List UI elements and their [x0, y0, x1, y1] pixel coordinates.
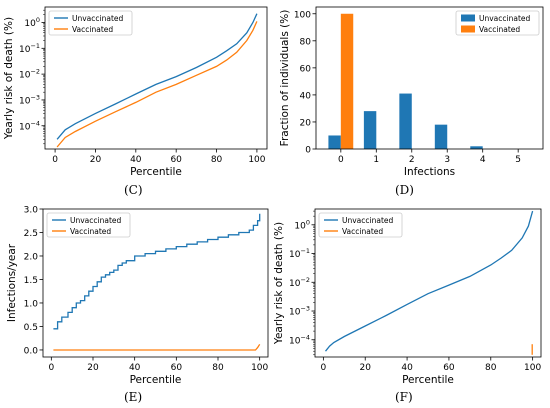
y-tick-label: 10−1 — [19, 42, 40, 55]
x-tick-label: 100 — [248, 155, 265, 165]
legend-label: Unvaccinated — [342, 216, 394, 225]
y-tick-label: 1.0 — [24, 299, 39, 309]
y-tick-label: 10−2 — [19, 68, 40, 81]
legend-d: Unvaccinated Vaccinated — [455, 10, 540, 36]
y-tick-label: 10−4 — [289, 333, 310, 346]
legend-label: Unvaccinated — [72, 14, 124, 23]
legend-label: Unvaccinated — [479, 14, 531, 23]
x-tick-label: 100 — [251, 363, 268, 373]
chart-f: 0 20 40 60 80 100 100 10−1 10−2 10−3 10−4 Unvaccina… — [273, 208, 542, 386]
x-tick-label: 0 — [338, 155, 344, 165]
panel-caption-e: (E) — [124, 390, 143, 404]
x-tick-label: 100 — [524, 363, 541, 373]
y-tick-label: 60 — [300, 64, 312, 74]
x-tick-label: 3 — [444, 155, 450, 165]
plot-frame-f — [314, 208, 542, 358]
legend-label: Vaccinated — [70, 227, 111, 236]
x-tick-label: 60 — [171, 363, 183, 373]
chart-d: 0 1 2 3 4 5 0 20 40 60 80 100 Unvaccinated Vaccinated… — [279, 6, 544, 178]
x-tick-label: 80 — [212, 363, 224, 373]
x-tick-label: 20 — [90, 155, 102, 165]
legend-f: Unvaccinated Vaccinated — [318, 212, 403, 238]
x-tick-label: 20 — [359, 363, 371, 373]
legend-box — [46, 212, 131, 238]
x-tick-label: 80 — [485, 363, 497, 373]
y-tick-label: 80 — [300, 37, 312, 47]
x-tick-label: 0 — [52, 155, 58, 165]
y-tick-label: 40 — [300, 91, 312, 101]
y-tick-label: 100 — [294, 218, 310, 231]
y-tick-label: 100 — [294, 10, 311, 20]
x-tick-label: 60 — [170, 155, 182, 165]
y-tick-label: 20 — [300, 118, 312, 128]
x-tick-label: 1 — [373, 155, 379, 165]
series-line-vaccinated-c — [56, 21, 258, 148]
x-tick-label: 20 — [87, 363, 99, 373]
y-tick-label: 0.5 — [24, 323, 38, 333]
chart-e: 0 20 40 60 80 100 0.0 0.5 1.0 1.5 2.0 2.5 3.0 Unvacci… — [6, 206, 269, 387]
panel-caption-f: (F) — [395, 390, 413, 404]
legend-label: Vaccinated — [342, 227, 383, 236]
plot-frame-d — [315, 6, 544, 150]
y-tick-label: 10−1 — [289, 247, 310, 260]
x-tick-label: 2 — [409, 155, 415, 165]
y-axis-label-f: Yearly risk of death (%) — [273, 222, 285, 345]
x-axis-label-c: Percentile — [130, 166, 182, 178]
legend-c: Unvaccinated Vaccinated — [48, 10, 133, 36]
bar-unvaccinated-4 — [470, 146, 483, 149]
x-tick-label: 80 — [211, 155, 223, 165]
legend-box — [48, 10, 133, 36]
series-line-unvaccinated-e — [53, 213, 261, 330]
y-tick-label: 2.0 — [24, 252, 39, 262]
x-tick-label: 5 — [515, 155, 521, 165]
panel-caption-d: (D) — [395, 183, 414, 197]
legend-label: Vaccinated — [479, 25, 520, 34]
y-tick-label: 0.0 — [24, 346, 39, 356]
y-axis-label-e: Infections/year — [6, 243, 18, 322]
y-tick-label: 3.0 — [24, 206, 39, 216]
y-tick-label: 0 — [305, 146, 311, 156]
series-line-vaccinated-e — [53, 343, 261, 351]
bar-unvaccinated-2 — [399, 93, 412, 149]
x-tick-label: 60 — [443, 363, 455, 373]
x-tick-label: 40 — [130, 155, 142, 165]
y-tick-label: 2.5 — [24, 229, 38, 239]
bar-vaccinated-0 — [340, 13, 354, 150]
x-tick-label: 0 — [321, 363, 327, 373]
y-tick-label: 100 — [24, 16, 40, 29]
x-axis-label-f: Percentile — [402, 374, 454, 386]
plot-frame-e — [42, 208, 269, 358]
y-tick-label: 10−2 — [289, 276, 310, 289]
series-line-unvaccinated-c — [56, 13, 258, 140]
x-tick-label: 4 — [480, 155, 486, 165]
legend-swatch — [461, 25, 475, 33]
legend-label: Unvaccinated — [70, 216, 122, 225]
bar-unvaccinated-3 — [434, 124, 448, 149]
legend-box — [318, 212, 403, 238]
bar-unvaccinated-0 — [328, 135, 341, 149]
y-axis-label-c: Yearly risk of death (%) — [3, 17, 15, 140]
y-tick-label: 10−4 — [19, 119, 40, 132]
y-tick-label: 10−3 — [19, 93, 40, 106]
bar-unvaccinated-1 — [363, 111, 377, 149]
y-axis-label-d: Fraction of individuals (%) — [279, 10, 291, 147]
x-tick-label: 0 — [48, 363, 54, 373]
legend-e: Unvaccinated Vaccinated — [46, 212, 131, 238]
chart-c: 0 20 40 60 80 100 100 10−1 10−2 10−3 10−4 Unvaccina… — [3, 6, 268, 178]
legend-swatch — [461, 14, 475, 22]
x-axis-label-e: Percentile — [130, 374, 182, 386]
x-axis-label-d: Infections — [404, 166, 455, 178]
series-line-unvaccinated-f — [324, 210, 534, 352]
panel-caption-c: (C) — [124, 183, 143, 197]
legend-label: Vaccinated — [72, 25, 113, 34]
y-tick-label: 10−3 — [289, 305, 310, 318]
x-tick-label: 40 — [401, 363, 413, 373]
legend-box — [455, 10, 540, 36]
x-tick-label: 40 — [129, 363, 141, 373]
y-tick-label: 1.5 — [24, 276, 38, 286]
